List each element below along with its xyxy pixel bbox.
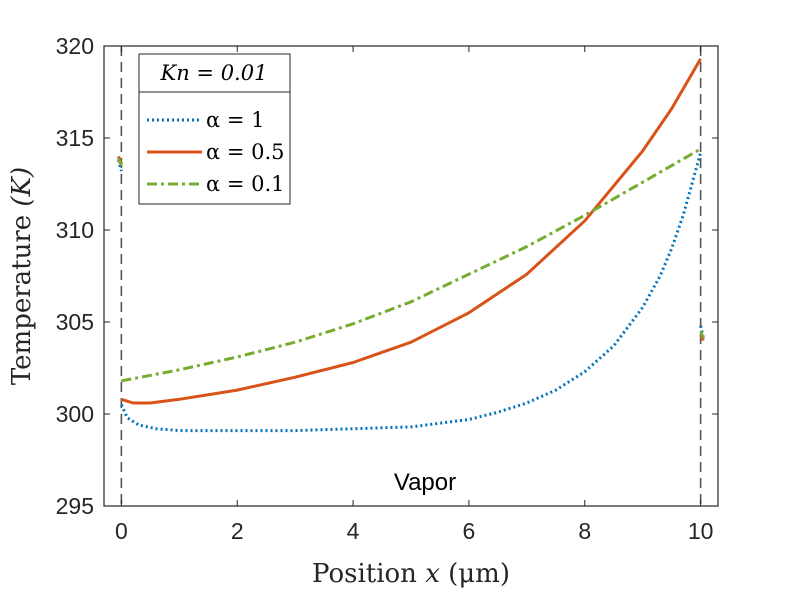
legend-box (138, 53, 291, 205)
y-axis-label: Temperature (K) (7, 167, 37, 385)
x-axis-label: Position x (μm) (312, 559, 510, 589)
x-tick-label: 10 (688, 518, 714, 544)
y-tick-label: 305 (56, 309, 94, 335)
y-tick-label: 315 (56, 125, 94, 151)
x-tick-label: 8 (578, 518, 591, 544)
x-tick-label: 6 (463, 518, 476, 544)
legend-items: α = 1 α = 0.5 α = 0.1 (147, 108, 285, 196)
series-liquid-right-2 (699, 330, 705, 340)
x-tick-label: 4 (347, 518, 360, 544)
interface-lines (120, 46, 702, 506)
legend-label-2: α = 0.1 (206, 172, 285, 196)
legend-label-1: α = 0.5 (206, 140, 285, 164)
vapor-annotation: Vapor (394, 469, 456, 496)
x-tick-label: 0 (115, 518, 128, 544)
series-line-2 (121, 147, 702, 383)
axis-ticks: 0 2 4 6 8 10 295 300 305 310 315 320 (56, 33, 718, 544)
series-lines (117, 58, 705, 433)
legend-title: Kn = 0.01 (160, 61, 268, 85)
y-tick-label: 320 (56, 33, 94, 59)
y-tick-label: 300 (56, 401, 94, 427)
legend: Kn = 0.01 α = 1 α = 0.5 α = 0.1 (138, 53, 291, 205)
plot-area-frame (103, 45, 719, 507)
y-tick-label: 310 (56, 217, 94, 243)
series-line-1 (120, 58, 702, 405)
legend-label-0: α = 1 (206, 108, 265, 132)
series-line-0 (120, 152, 703, 433)
y-tick-label: 295 (56, 493, 94, 519)
x-tick-label: 2 (231, 518, 244, 544)
series-liquid-left-2 (117, 157, 123, 167)
